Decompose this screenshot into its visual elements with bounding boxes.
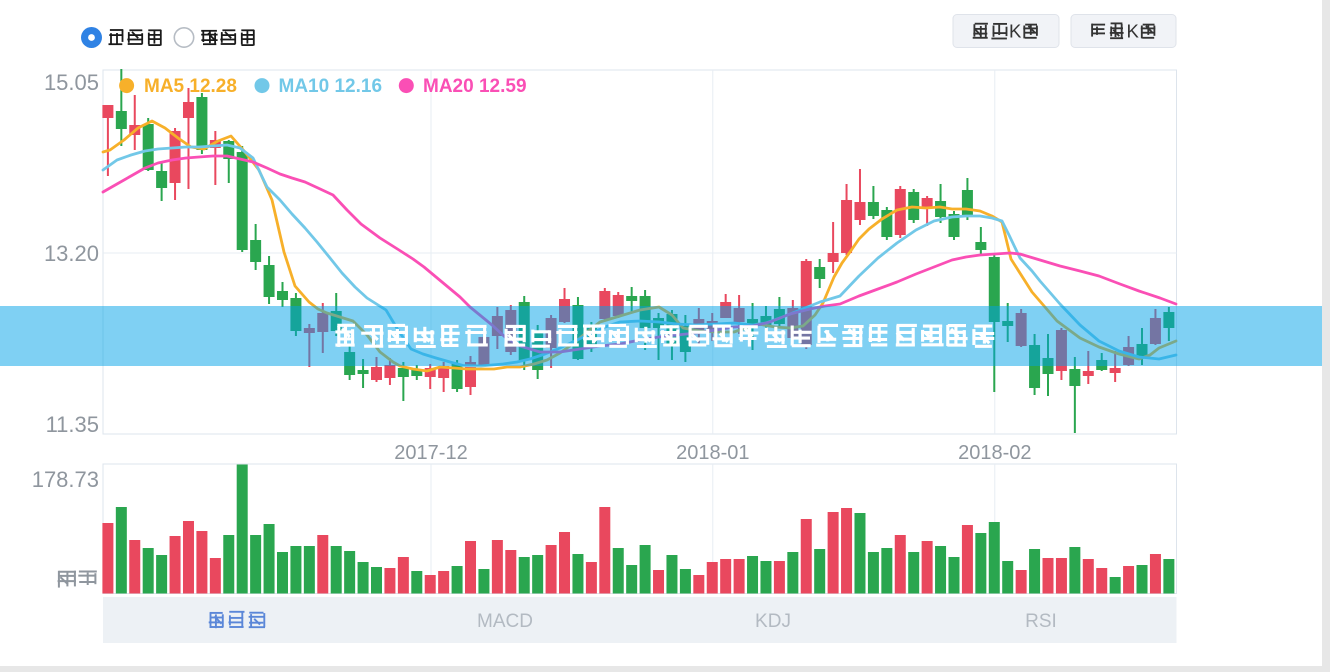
svg-text:2017-12: 2017-12 xyxy=(394,442,467,464)
svg-text:MACD: MACD xyxy=(477,611,533,632)
svg-text:MA5 12.28: MA5 12.28 xyxy=(144,76,237,97)
svg-text:15.05: 15.05 xyxy=(44,70,99,95)
svg-text:13.20: 13.20 xyxy=(44,241,99,266)
svg-text:RSI: RSI xyxy=(1025,611,1057,632)
svg-text:178.73: 178.73 xyxy=(32,467,99,492)
svg-text:MA20 12.59: MA20 12.59 xyxy=(423,76,527,97)
svg-text:K: K xyxy=(1009,21,1022,42)
svg-text:KDJ: KDJ xyxy=(755,611,791,632)
svg-text:MA10 12.16: MA10 12.16 xyxy=(279,76,383,97)
svg-text:2018-01: 2018-01 xyxy=(676,442,749,464)
svg-text:K: K xyxy=(1127,21,1140,42)
svg-text:11.35: 11.35 xyxy=(46,412,99,437)
svg-text:2018-02: 2018-02 xyxy=(958,442,1031,464)
